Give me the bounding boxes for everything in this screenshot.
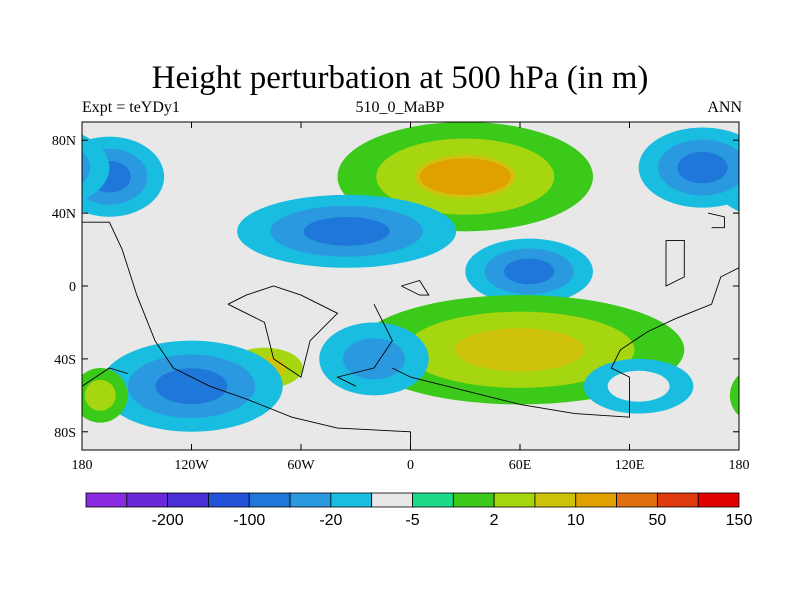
field-region-wrap-0-2 — [745, 161, 788, 193]
field-region-wrap-1-1 — [82, 151, 91, 184]
contour-field — [20, 122, 788, 450]
y-tick-label: 40N — [52, 207, 76, 222]
colorbar-label: -100 — [233, 512, 265, 529]
field-region-1-2 — [677, 151, 728, 184]
field-region-8-2 — [155, 368, 228, 405]
y-axis: 80N 40N 0 40S 80S — [52, 134, 739, 441]
coastline-overlay — [82, 212, 739, 450]
coastline-3 — [336, 303, 393, 387]
coastline-0 — [82, 221, 411, 450]
coastline-8 — [401, 279, 430, 296]
colorbar-swatch-12 — [575, 492, 617, 508]
field-region-4-2 — [303, 216, 390, 246]
colorbar-swatch-2 — [167, 492, 209, 508]
colorbar-swatch-3 — [208, 492, 250, 508]
colorbar-swatch-4 — [248, 492, 291, 508]
chart-title: Height perturbation at 500 hPa (in m) — [151, 60, 649, 96]
case-label: 510_0_MaBP — [355, 99, 445, 116]
colorbar-swatch-11 — [534, 492, 577, 508]
colorbar-label: -20 — [319, 512, 342, 529]
colorbar-swatch-14 — [656, 492, 699, 508]
experiment-label: Expt = teYDy1 — [82, 99, 180, 116]
field-region-wrap-11-0 — [729, 374, 739, 416]
field-region-9-1 — [343, 338, 405, 380]
coastline-6 — [707, 212, 725, 229]
y-tick-label: 80N — [52, 134, 76, 149]
colorbar-swatch-9 — [452, 492, 495, 508]
field-region-wrap-1-0 — [82, 134, 110, 201]
colorbar: -200 -100 -20 -5 2 10 50 150 — [85, 492, 753, 529]
x-tick-label: 60E — [509, 458, 532, 473]
field-region-5-2 — [503, 258, 555, 285]
colorbar-swatch-15 — [697, 492, 740, 508]
colorbar-swatch-10 — [493, 492, 536, 508]
colorbar-swatch-13 — [616, 492, 658, 508]
field-region-wrap-11-1 — [742, 380, 773, 411]
x-axis: 180 120W 60W 0 60E 120E 180 — [72, 122, 750, 473]
colorbar-label: 150 — [726, 512, 753, 529]
y-tick-label: 80S — [54, 426, 76, 441]
field-region-3-0 — [419, 158, 511, 195]
coastline-1 — [227, 285, 339, 378]
colorbar-label: -5 — [405, 512, 419, 529]
season-label: ANN — [707, 99, 742, 116]
coastline-4 — [82, 367, 128, 387]
colorbar-swatch-5 — [289, 492, 332, 508]
field-region-10-1 — [607, 370, 670, 402]
colorbar-swatch-8 — [412, 492, 454, 508]
x-tick-label: 60W — [287, 458, 315, 473]
colorbar-swatch-7 — [371, 492, 413, 508]
coastline-2 — [392, 267, 739, 418]
x-tick-label: 180 — [72, 458, 93, 473]
field-region-wrap-1-2 — [20, 152, 70, 184]
y-tick-label: 0 — [69, 280, 76, 295]
colorbar-label: 50 — [648, 512, 666, 529]
colorbar-label: -200 — [152, 512, 184, 529]
x-tick-label: 120E — [615, 458, 645, 473]
y-tick-label: 40S — [54, 353, 76, 368]
colorbar-swatch-6 — [330, 492, 373, 508]
colorbar-swatch-1 — [126, 492, 169, 508]
field-region-11-1 — [84, 379, 116, 411]
colorbar-label: 10 — [567, 512, 585, 529]
coastline-5 — [665, 239, 685, 287]
x-tick-label: 120W — [174, 458, 209, 473]
colorbar-swatch-0 — [85, 492, 128, 508]
colorbar-label: 2 — [490, 512, 499, 529]
x-tick-label: 0 — [407, 458, 414, 473]
field-region-6-2 — [455, 328, 585, 372]
x-tick-label: 180 — [729, 458, 750, 473]
